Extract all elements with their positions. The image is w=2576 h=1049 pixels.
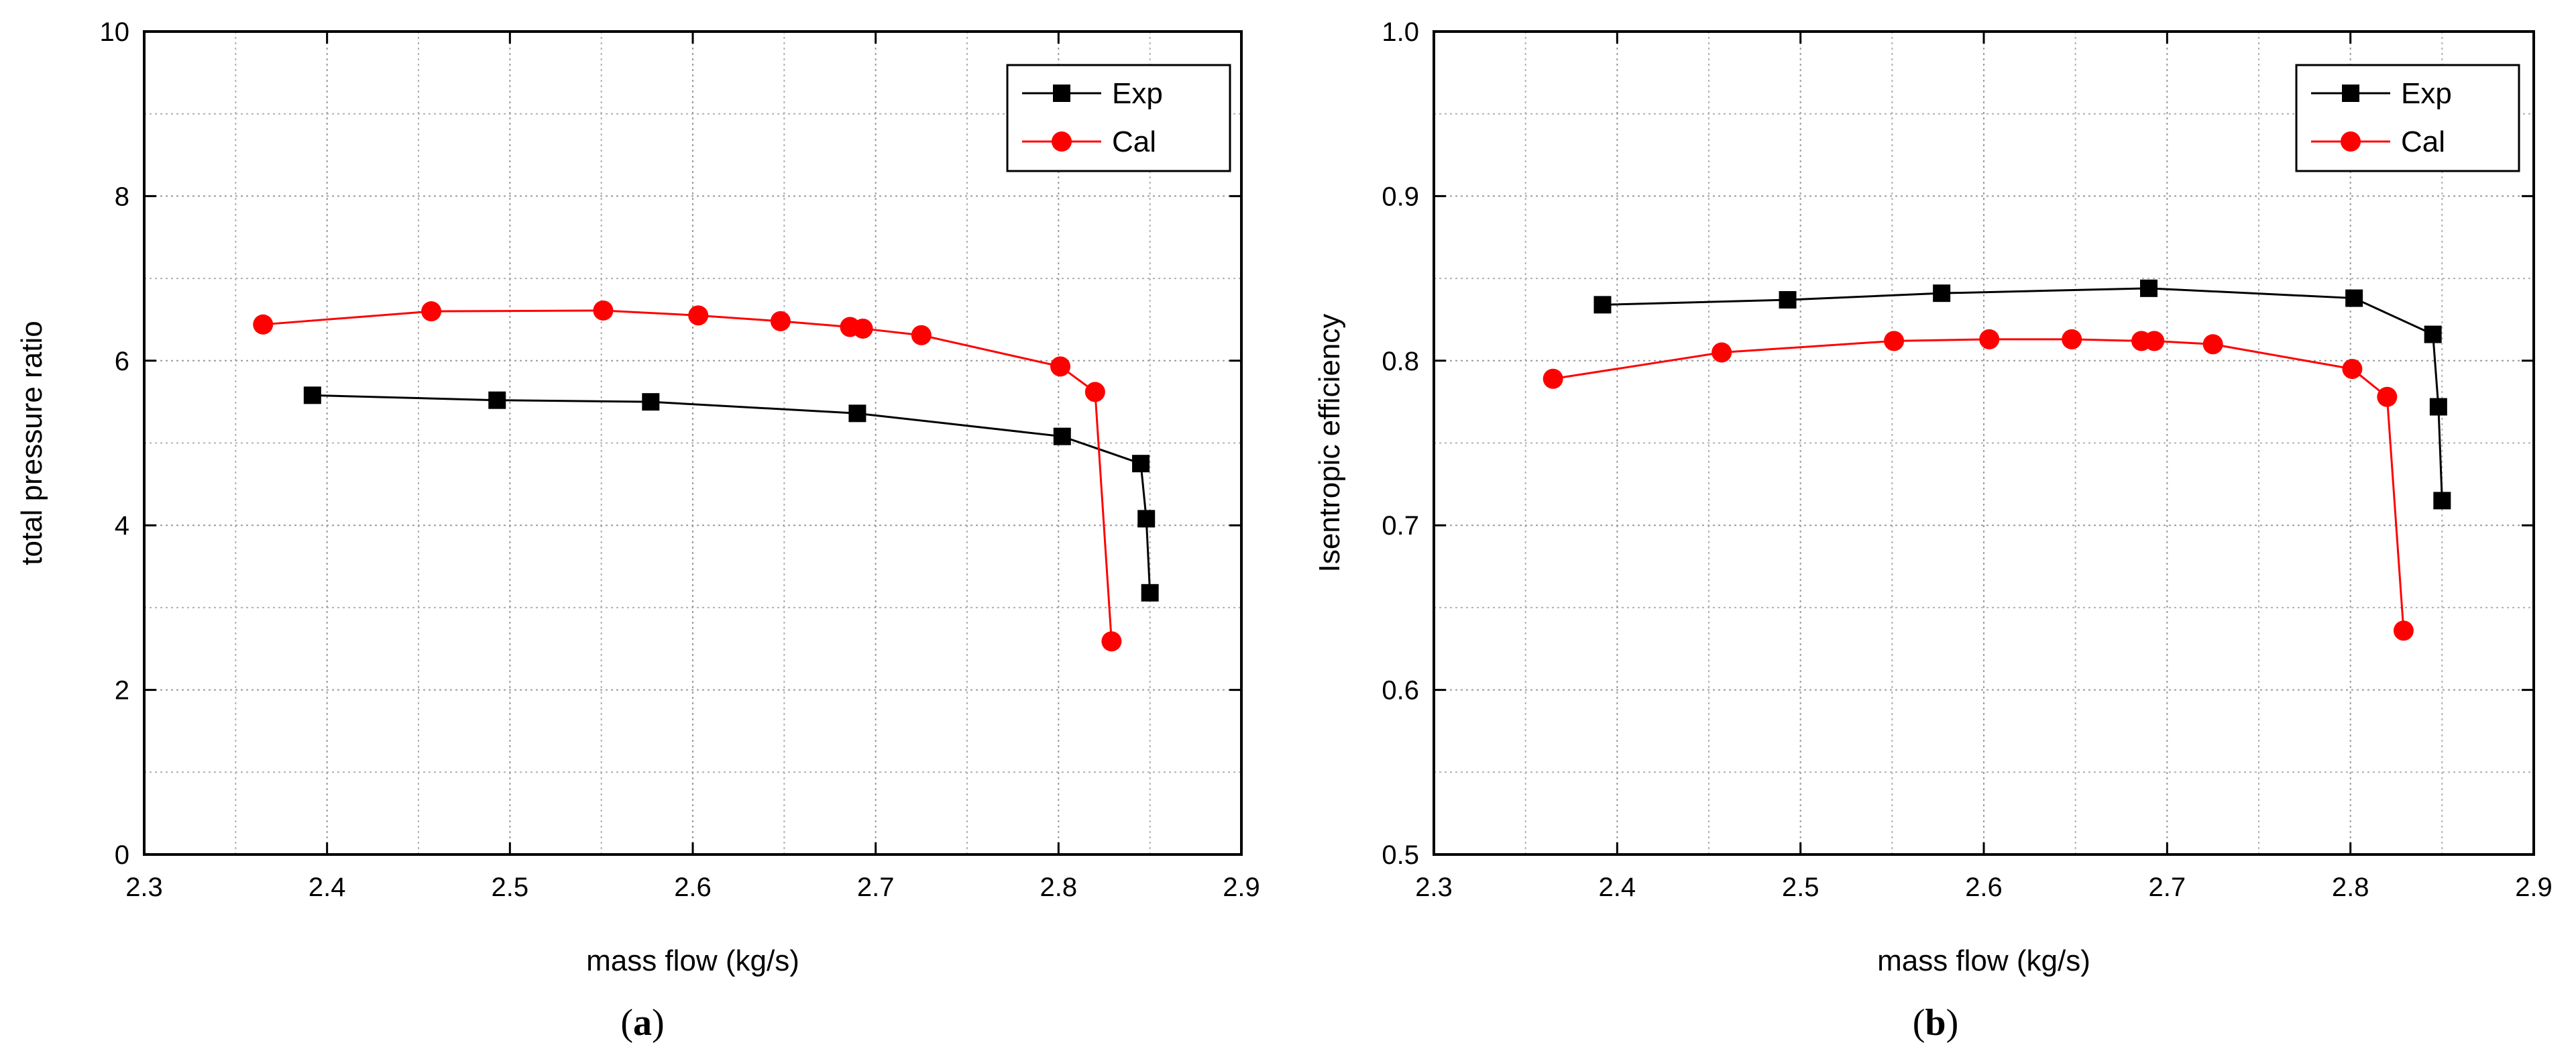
panel-b-series-cal-point (1979, 329, 2000, 349)
panel-a-y-tick-label: 10 (100, 17, 130, 47)
panel-a-series-exp-point (848, 404, 866, 423)
panel-b-series-exp-point (2345, 289, 2363, 307)
panel-a-panel-label: (a) (620, 1002, 664, 1044)
panel-b-series-exp-point (2433, 492, 2451, 510)
panel-a-x-tick-label: 2.5 (492, 873, 529, 902)
panel-b-series-cal-point (1712, 342, 1732, 363)
panel-b-series-cal-point (2393, 620, 2414, 641)
panel-b-panel-label-letter: b (1925, 1002, 1946, 1044)
panel-b-series-cal-point (2062, 329, 2082, 349)
panel-a-series-exp-point (642, 393, 660, 411)
panel-a-series-cal-point (253, 314, 274, 335)
panel-b-series-exp-point (1933, 284, 1951, 302)
panel-a-series-exp-line (312, 394, 1152, 593)
panel-a-series-cal-point (688, 305, 709, 326)
panel-a-panel-label-letter: a (633, 1002, 652, 1044)
panel-a-series-cal-point (421, 301, 442, 322)
panel-b-y-tick-label: 0.7 (1382, 511, 1419, 541)
panel-b-series-exp-point (2140, 279, 2158, 297)
panel-a-y-tick-label: 6 (115, 347, 129, 376)
panel-a-y-axis-title: total pressure ratio (15, 321, 48, 565)
panel-b-series-cal-point (2342, 359, 2363, 380)
panel-b-y-axis-title: Isentropic efficiency (1313, 314, 1346, 573)
panel-b-series-cal-point (1884, 331, 1905, 351)
panel-b-series-exp-point (2424, 325, 2442, 343)
panel-b-series-exp-point (2429, 398, 2447, 416)
panel-b-series-cal-point (2144, 331, 2165, 351)
panel-b-x-tick-label: 2.4 (1599, 873, 1636, 902)
panel-a-legend-cal-label: Cal (1112, 125, 1156, 158)
panel-a-x-tick-label: 2.7 (857, 873, 895, 902)
panel-a-series-cal-point (1084, 382, 1105, 402)
panel-b-panel-label: (b) (1913, 1002, 1958, 1044)
panel-a-y-tick-label: 2 (115, 676, 129, 706)
panel-b-y-tick-label: 0.8 (1382, 347, 1419, 376)
panel-b-x-tick-label: 2.3 (1415, 873, 1453, 902)
panel-a-x-tick-label: 2.9 (1223, 873, 1260, 902)
panel-b-series-exp-line (1602, 287, 2443, 501)
panel-b-panel-label-close: ) (1946, 1002, 1959, 1044)
panel-b-series-cal-point (2202, 334, 2223, 355)
panel-b-x-axis-title: mass flow (kg/s) (1877, 944, 2090, 977)
panel-a-legend-cal-marker (1052, 131, 1072, 152)
panel-a-y-tick-label: 8 (115, 182, 129, 211)
panel-a-x-tick-label: 2.4 (309, 873, 346, 902)
panel-b-x-tick-label: 2.8 (2332, 873, 2369, 902)
panel-b-legend: Exp Cal (2295, 64, 2520, 172)
panel-b-legend-exp-label: Exp (2401, 77, 2452, 110)
panel-a-x-tick-label: 2.8 (1040, 873, 1078, 902)
panel-a-series-cal-point (1101, 631, 1122, 652)
panel-b-series-cal-line (1553, 338, 2405, 631)
panel-b-y-tick-label: 1.0 (1382, 17, 1419, 47)
panel-b-series-cal-point (2377, 386, 2398, 407)
panel-a-panel-label-close: ) (652, 1002, 665, 1044)
panel-a-series-exp-point (1053, 427, 1071, 445)
panel-b-series-exp-point (1779, 291, 1797, 309)
panel-a-series-exp-point (1137, 510, 1156, 528)
panel-b-legend-exp-marker (2342, 85, 2359, 102)
panel-b-series-cal-point (1543, 368, 1563, 389)
panel-b-x-tick-label: 2.9 (2515, 873, 2553, 902)
panel-a-legend-box (1006, 64, 1231, 172)
panel-a-series-exp-point (1132, 455, 1150, 473)
panel-a-series-cal-point (593, 300, 614, 321)
panel-b-legend-box (2295, 64, 2520, 172)
panel-a-series-cal-point (911, 325, 932, 345)
panel-b-panel-label-open: ( (1913, 1002, 1925, 1044)
panel-b-y-tick-label: 0.9 (1382, 182, 1419, 211)
panel-a-series-exp-point (488, 391, 506, 409)
panel-a-x-axis-title: mass flow (kg/s) (586, 944, 799, 977)
panel-b-legend-cal-label: Cal (2401, 125, 2445, 158)
panel-b-y-tick-label: 0.6 (1382, 676, 1419, 706)
panel-b-legend-cal-marker (2341, 131, 2361, 152)
chart-panel-b: 2.3 2.4 2.5 2.6 2.7 2.8 2.9 0.5 0.6 0.7 0.8 0.9 1.0 m… (1313, 17, 2553, 1044)
panel-a-legend-exp-marker (1053, 85, 1070, 102)
panel-a-x-tick-label: 2.3 (125, 873, 163, 902)
panel-a-legend-exp-label: Exp (1112, 77, 1163, 110)
panel-b-x-tick-label: 2.6 (1965, 873, 2003, 902)
panel-b-y-tick-label: 0.5 (1382, 840, 1419, 870)
chart-panel-a: 2.3 2.4 2.5 2.6 2.7 2.8 2.9 0 2 4 6 8 10 mass flow (k… (15, 17, 1260, 1044)
panel-a-x-tick-label: 2.6 (674, 873, 712, 902)
panel-b-x-tick-label: 2.5 (1782, 873, 1819, 902)
panel-a-series-exp-point (1141, 584, 1159, 602)
panel-a-series-exp-point (303, 386, 321, 404)
panel-a-series-cal-point (852, 318, 873, 339)
panel-a-legend: Exp Cal (1006, 64, 1231, 172)
panel-a-panel-label-open: ( (620, 1002, 633, 1044)
panel-b-x-tick-label: 2.7 (2149, 873, 2186, 902)
panel-a-series-cal-point (770, 311, 791, 331)
panel-a-series-cal-point (1050, 356, 1071, 377)
panel-a-y-tick-label: 4 (115, 511, 129, 541)
panel-b-series-exp-point (1593, 296, 1612, 314)
panel-a-y-tick-label: 0 (115, 840, 129, 870)
